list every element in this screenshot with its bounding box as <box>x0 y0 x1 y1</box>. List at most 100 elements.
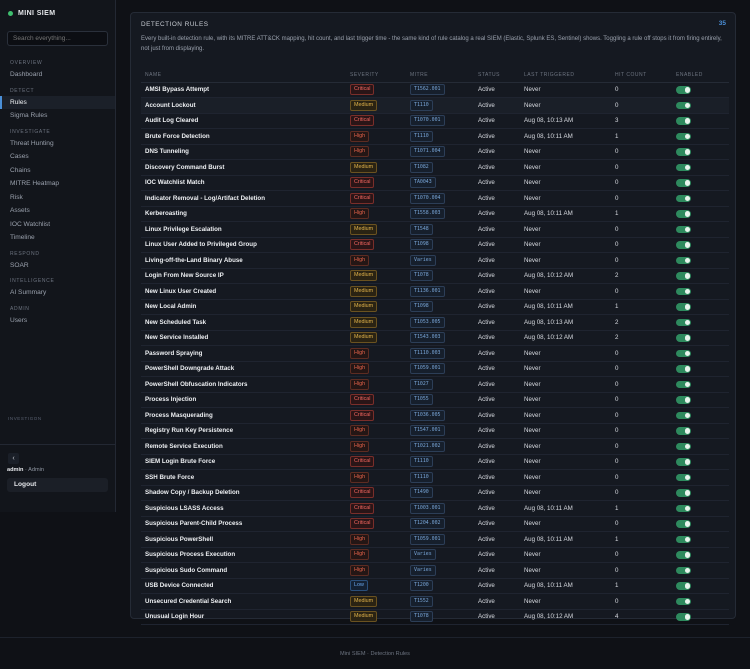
mitre-tag[interactable]: T1078 <box>410 611 433 623</box>
mitre-tag[interactable]: T1027 <box>410 378 433 390</box>
enabled-toggle[interactable] <box>676 380 691 388</box>
table-row[interactable]: IOC Watchlist Match Critical TA0043 Active N… <box>141 175 729 191</box>
mitre-tag[interactable]: T1071.004 <box>410 146 445 158</box>
sidebar-item-assets[interactable]: Assets <box>10 207 30 214</box>
mitre-tag[interactable]: T1543.003 <box>410 332 445 344</box>
mitre-tag[interactable]: T1070.001 <box>410 115 445 127</box>
mitre-tag[interactable]: T1036.005 <box>410 409 445 421</box>
rule-name[interactable]: New Local Admin <box>141 299 346 315</box>
table-row[interactable]: Suspicious PowerShell High T1059.001 Active… <box>141 531 729 548</box>
mitre-tag[interactable]: Varies <box>410 564 436 576</box>
sidebar-item-chains[interactable]: Chains <box>10 166 31 174</box>
mitre-tag[interactable]: T1021.002 <box>410 440 445 452</box>
mitre-tag[interactable]: T1110 <box>410 99 433 111</box>
sidebar-item-mitre-heatmap[interactable]: MITRE Heatmap <box>10 180 60 187</box>
enabled-toggle[interactable] <box>676 566 691 574</box>
table-row[interactable]: AMSI Bypass Attempt Critical T1562.001 Acti… <box>141 82 729 98</box>
mitre-tag[interactable]: T1490 <box>410 487 433 499</box>
table-row[interactable]: New Local Admin Medium T1098 Active Aug 08, … <box>141 299 729 315</box>
rule-name[interactable]: Audit Log Cleared <box>141 113 346 129</box>
table-row[interactable]: Shadow Copy / Backup Deletion Critical T14… <box>141 485 729 501</box>
enabled-toggle[interactable] <box>676 334 691 342</box>
rule-name[interactable]: PowerShell Obfuscation Indicators <box>141 376 346 393</box>
mitre-tag[interactable]: T1110 <box>410 456 433 468</box>
mitre-tag[interactable]: Varies <box>410 549 436 561</box>
table-row[interactable]: Process Masquerading Critical T1036.005 Act… <box>141 407 729 424</box>
mitre-tag[interactable]: T1110 <box>410 471 433 483</box>
enabled-toggle[interactable] <box>676 396 691 404</box>
enabled-toggle[interactable] <box>676 489 691 497</box>
header-mitre[interactable]: MITRE <box>406 68 474 83</box>
table-row[interactable]: Kerberoasting High T1558.003 Active Aug 08, … <box>141 206 729 222</box>
mitre-tag[interactable]: T1059.001 <box>410 363 445 375</box>
table-row[interactable]: Unusual Login Hour Medium T1078 Active Aug 0… <box>141 609 729 625</box>
table-row[interactable]: Linux Privilege Escalation Medium T1548 Act… <box>141 221 729 238</box>
enabled-toggle[interactable] <box>676 365 691 373</box>
sidebar-item-sigma-rules[interactable]: Sigma Rules <box>10 112 48 119</box>
enabled-toggle[interactable] <box>676 225 691 233</box>
rule-name[interactable]: Linux User Added to Privileged Group <box>141 237 346 253</box>
table-row[interactable]: Registry Run Key Persistence High T1547.00… <box>141 423 729 439</box>
enabled-toggle[interactable] <box>676 613 691 621</box>
table-row[interactable]: USB Device Connected Low T1200 Active Aug 08… <box>141 578 729 594</box>
mitre-tag[interactable]: T1204.002 <box>410 518 445 530</box>
rule-name[interactable]: Suspicious Parent-Child Process <box>141 516 346 532</box>
table-row[interactable]: New Scheduled Task Medium T1053.005 Active A… <box>141 314 729 331</box>
logout-button[interactable]: Logout <box>7 478 108 492</box>
table-row[interactable]: Suspicious LSASS Access Critical T1003.001… <box>141 500 729 517</box>
table-row[interactable]: Process Injection Critical T1055 Active Neve… <box>141 392 729 408</box>
rule-name[interactable]: Process Masquerading <box>141 407 346 424</box>
enabled-toggle[interactable] <box>676 194 691 202</box>
table-row[interactable]: PowerShell Downgrade Attack High T1059.001… <box>141 361 729 377</box>
table-row[interactable]: PowerShell Obfuscation Indicators High T10… <box>141 376 729 393</box>
rule-name[interactable]: New Linux User Created <box>141 283 346 300</box>
mitre-tag[interactable]: T1552 <box>410 595 433 607</box>
header-hit-count[interactable]: HIT COUNT <box>611 68 672 83</box>
header-last-triggered[interactable]: LAST TRIGGERED <box>520 68 611 83</box>
table-row[interactable]: Suspicious Parent-Child Process Critical T… <box>141 516 729 532</box>
mitre-tag[interactable]: T1558.003 <box>410 208 445 220</box>
table-row[interactable]: Brute Force Detection High T1110 Active Aug … <box>141 128 729 145</box>
rule-name[interactable]: Brute Force Detection <box>141 128 346 145</box>
enabled-toggle[interactable] <box>676 551 691 559</box>
rule-name[interactable]: Registry Run Key Persistence <box>141 423 346 439</box>
enabled-toggle[interactable] <box>676 272 691 280</box>
rule-name[interactable]: Suspicious Sudo Command <box>141 562 346 579</box>
table-row[interactable]: SSH Brute Force High T1110 Active Never 0 <box>141 469 729 486</box>
mitre-tag[interactable]: T1110.003 <box>410 347 445 359</box>
rule-name[interactable]: SSH Brute Force <box>141 469 346 486</box>
mitre-tag[interactable]: T1098 <box>410 301 433 313</box>
enabled-toggle[interactable] <box>676 241 691 249</box>
enabled-toggle[interactable] <box>676 287 691 295</box>
header-status[interactable]: STATUS <box>474 68 520 83</box>
enabled-toggle[interactable] <box>676 318 691 326</box>
mitre-tag[interactable]: T1053.005 <box>410 316 445 328</box>
sidebar-item-ioc-watchlist[interactable]: IOC Watchlist <box>10 220 51 228</box>
table-row[interactable]: Suspicious Sudo Command High Varies Active N… <box>141 562 729 579</box>
rule-name[interactable]: Discovery Command Burst <box>141 159 346 176</box>
table-row[interactable]: Linux User Added to Privileged Group Crit… <box>141 237 729 253</box>
mitre-tag[interactable]: T1200 <box>410 580 433 592</box>
rule-name[interactable]: Indicator Removal - Log/Artifact Deletio… <box>141 190 346 207</box>
mitre-tag[interactable]: T1055 <box>410 394 433 406</box>
mitre-tag[interactable]: T1548 <box>410 223 433 235</box>
enabled-toggle[interactable] <box>676 442 691 450</box>
sidebar-item-ai-summary[interactable]: AI Summary <box>10 289 47 296</box>
enabled-toggle[interactable] <box>676 535 691 543</box>
rule-name[interactable]: Process Injection <box>141 392 346 408</box>
mitre-tag[interactable]: T1003.001 <box>410 502 445 514</box>
table-row[interactable]: Unsecured Credential Search Medium T1552 Ac… <box>141 593 729 610</box>
enabled-toggle[interactable] <box>676 349 691 357</box>
rule-name[interactable]: Account Lockout <box>141 97 346 114</box>
sidebar-item-threat-hunting[interactable]: Threat Hunting <box>10 139 54 147</box>
rule-name[interactable]: Living-off-the-Land Binary Abuse <box>141 252 346 269</box>
enabled-toggle[interactable] <box>676 256 691 264</box>
enabled-toggle[interactable] <box>676 597 691 605</box>
enabled-toggle[interactable] <box>676 411 691 419</box>
table-row[interactable]: Account Lockout Medium T1110 Active Never 0 <box>141 97 729 114</box>
rule-name[interactable]: USB Device Connected <box>141 578 346 594</box>
sidebar-item-dashboard[interactable]: Dashboard <box>10 71 43 78</box>
rule-name[interactable]: Shadow Copy / Backup Deletion <box>141 485 346 501</box>
enabled-toggle[interactable] <box>676 520 691 528</box>
table-row[interactable]: Remote Service Execution High T1021.002 Act… <box>141 438 729 455</box>
